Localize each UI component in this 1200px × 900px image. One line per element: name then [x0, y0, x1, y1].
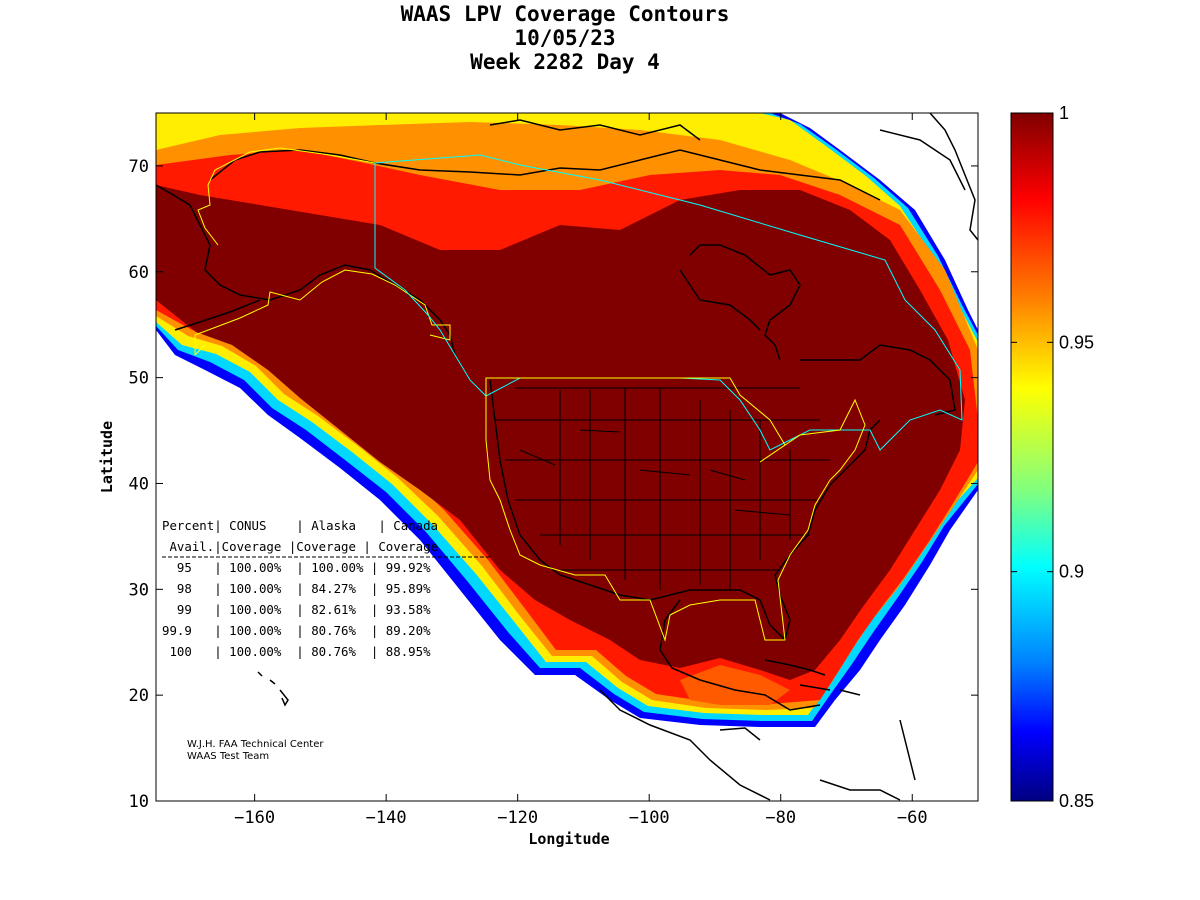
- coast-canada: [374, 119, 966, 416]
- chart-title: WAAS LPV Coverage Contours: [400, 2, 730, 26]
- x-tick-label: −100: [629, 808, 670, 828]
- x-tick-label: −160: [234, 808, 275, 828]
- y-tick-label: 20: [129, 686, 149, 706]
- service-volume-canada: [374, 154, 963, 451]
- state-lines: [495, 387, 830, 590]
- coast-central-america: [599, 659, 916, 801]
- table-header-1: Percent| CONUS | Alaska | Canada: [162, 518, 438, 533]
- service-volume-conus: [485, 377, 866, 642]
- title-block: WAAS LPV Coverage Contours 10/05/23 Week…: [0, 2, 1130, 74]
- table-row: 99.9 | 100.00% | 80.76% | 89.20%: [162, 623, 431, 638]
- colorbar-tick-label: 0.9: [1059, 562, 1084, 582]
- x-axis-label: Longitude: [528, 830, 609, 848]
- coverage-table: Percent| CONUS | Alaska | Canada Avail.|…: [162, 518, 490, 659]
- table-row: 99 | 100.00% | 82.61% | 93.58%: [162, 602, 431, 617]
- credit-line-1: W.J.H. FAA Technical Center: [187, 739, 324, 750]
- y-tick-label: 50: [129, 369, 149, 389]
- x-tick-label: −140: [366, 808, 407, 828]
- colorbar-tick-label: 0.95: [1059, 332, 1094, 352]
- y-tick-label: 40: [129, 474, 149, 494]
- service-volume-alaska: [194, 147, 451, 356]
- coast-greenland: [929, 113, 978, 241]
- y-tick-label: 60: [129, 263, 149, 283]
- x-tick-label: −80: [765, 808, 796, 828]
- table-row: 95 | 100.00% | 100.00% | 99.92%: [162, 560, 431, 575]
- chart-date: 10/05/23: [514, 26, 616, 50]
- y-tick-labels: 10 20 30 40 50 60 70: [129, 157, 149, 812]
- chart-week-day: Week 2282 Day 4: [470, 50, 660, 74]
- y-tick-label: 70: [129, 157, 149, 177]
- y-axis-label: Latitude: [98, 421, 116, 493]
- coast-hawaii: [257, 671, 289, 707]
- x-tick-label: −120: [497, 808, 538, 828]
- credit-line-2: WAAS Test Team: [187, 751, 269, 762]
- plot-frame: [155, 112, 979, 802]
- service-volumes: [194, 147, 963, 642]
- table-row: 100 | 100.00% | 80.76% | 88.95%: [162, 644, 431, 659]
- table-row: 98 | 100.00% | 84.27% | 95.89%: [162, 581, 431, 596]
- colorbar-tick-label: 0.85: [1059, 791, 1094, 811]
- colorbar-tick-label: 1: [1059, 103, 1069, 123]
- x-tick-labels: −160 −140 −120 −100 −80 −60: [234, 808, 927, 828]
- y-tick-label: 10: [129, 792, 149, 812]
- table-header-2: Avail.|Coverage |Coverage | Coverage: [162, 539, 438, 554]
- colorbar-ticks: 1 0.95 0.9 0.85: [1011, 103, 1094, 811]
- axis-ticks: [156, 113, 978, 802]
- x-tick-label: −60: [897, 808, 928, 828]
- coast-conus: [489, 379, 881, 711]
- coastlines: [156, 113, 978, 801]
- y-tick-label: 30: [129, 580, 149, 600]
- colorbar: [1010, 112, 1054, 802]
